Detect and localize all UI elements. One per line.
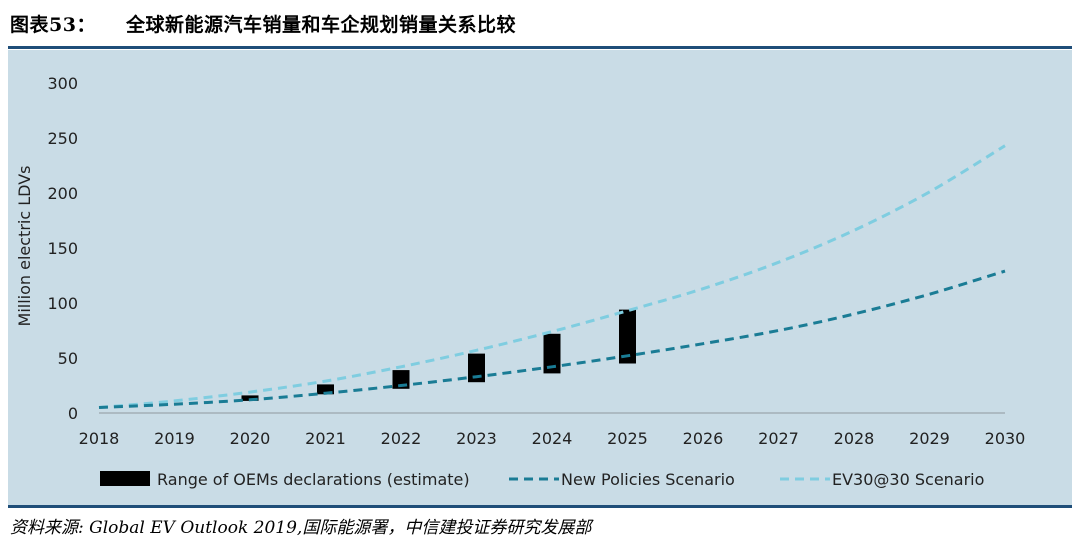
- oem-range-bar: [241, 395, 259, 401]
- x-tick-label: 2029: [909, 429, 950, 448]
- range-bars-group: [241, 309, 636, 401]
- y-tick-label: 300: [47, 74, 78, 93]
- axes-group: 0 50 100 150 200 250 300 2018 2019 2020 2021 2022 20…: [15, 74, 1025, 448]
- x-tick-label: 2018: [79, 429, 120, 448]
- x-tick-label: 2030: [985, 429, 1026, 448]
- oem-range-bar: [619, 309, 636, 364]
- ev3030-scenario-line: [98, 144, 1006, 409]
- x-tick-label: 2025: [607, 429, 648, 448]
- x-tick-label: 2021: [305, 429, 346, 448]
- source-rule: [8, 505, 1072, 508]
- x-tick-label: 2023: [456, 429, 497, 448]
- plot-background: [8, 50, 1072, 505]
- y-tick-label: 50: [58, 349, 78, 368]
- new-policies-scenario-line: [98, 269, 1006, 409]
- x-tick-label: 2022: [381, 429, 422, 448]
- x-tick-label: 2026: [683, 429, 724, 448]
- legend: Range of OEMs declarations (estimate) New…: [100, 470, 984, 489]
- y-tick-label: 150: [47, 239, 78, 258]
- legend-new-policies-label: New Policies Scenario: [561, 470, 735, 489]
- source-note: 资料来源: Global EV Outlook 2019,国际能源署，中信建投证…: [10, 518, 592, 538]
- chart-svg: 0 50 100 150 200 250 300 2018 2019 2020 2021 2022 20…: [8, 50, 1072, 505]
- legend-ev3030-label: EV30@30 Scenario: [832, 470, 984, 489]
- figure-title-text: 全球新能源汽车销量和车企规划销量关系比较: [125, 14, 516, 36]
- y-axis-label: Million electric LDVs: [15, 166, 34, 327]
- x-tick-label: 2020: [230, 429, 271, 448]
- x-tick-label: 2024: [532, 429, 573, 448]
- x-tick-label: 2028: [834, 429, 875, 448]
- title-rule: [8, 46, 1072, 49]
- y-tick-label: 250: [47, 129, 78, 148]
- chart-area: 0 50 100 150 200 250 300 2018 2019 2020 2021 2022 20…: [8, 50, 1072, 505]
- figure-title: 图表53： 全球新能源汽车销量和车企规划销量关系比较: [10, 10, 516, 37]
- figure-label: 图表53：: [10, 14, 96, 36]
- series-lines-group: [98, 144, 1006, 409]
- x-tick-label: 2027: [758, 429, 799, 448]
- y-tick-label: 0: [68, 404, 78, 423]
- oem-range-bar: [317, 384, 334, 395]
- legend-range-swatch: [100, 471, 150, 486]
- x-tick-label: 2019: [154, 429, 195, 448]
- oem-range-bar: [543, 333, 561, 374]
- y-tick-label: 100: [47, 294, 78, 313]
- y-tick-label: 200: [47, 184, 78, 203]
- legend-range-label: Range of OEMs declarations (estimate): [157, 470, 470, 489]
